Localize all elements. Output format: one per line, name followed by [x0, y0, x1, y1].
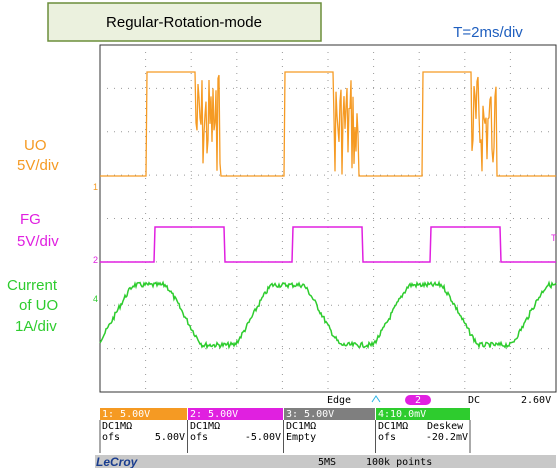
- current-label: of UO: [19, 297, 58, 314]
- trigger-source: 2: [415, 395, 421, 406]
- ch3-coupling: DC1MΩ: [286, 421, 316, 432]
- ch4-marker: 4: [93, 294, 98, 304]
- ch3-scale: 3: 5.00V: [286, 409, 334, 420]
- ch2-marker: 2: [93, 255, 98, 265]
- trigger-level: 2.60V: [521, 395, 551, 406]
- ch4-offset: -20.2mV: [426, 432, 468, 443]
- trigger-coupling: DC: [468, 395, 480, 406]
- timebase: T=2ms/div: [453, 24, 523, 41]
- trigger-marker: T: [551, 233, 557, 243]
- ch2-offset-label: ofs: [190, 432, 208, 443]
- current-label: Current: [7, 277, 58, 294]
- uo-label: UO: [24, 137, 47, 154]
- scope-screenshot: Regular-Rotation-mode T=2ms/div UO 5V/di…: [0, 0, 559, 468]
- sample-rate: 5MS: [318, 457, 336, 468]
- ch1-offset: 5.00V: [155, 432, 185, 443]
- ch2-coupling: DC1MΩ: [190, 421, 220, 432]
- record-length: 100k points: [366, 457, 432, 468]
- ch2-offset: -5.00V: [245, 432, 281, 443]
- brand: LeCroy: [96, 455, 139, 468]
- uo-scale: 5V/div: [17, 157, 59, 174]
- trigger-mode: Edge: [327, 395, 351, 406]
- title: Regular-Rotation-mode: [106, 14, 262, 31]
- fg-label: FG: [20, 211, 41, 228]
- fg-scale: 5V/div: [17, 233, 59, 250]
- ch3-offset-label: Empty: [286, 432, 316, 443]
- ch1-coupling: DC1MΩ: [102, 421, 132, 432]
- current-scale: 1A/div: [15, 318, 57, 335]
- ch1-marker: 1: [93, 182, 98, 192]
- ch1-scale: 1: 5.00V: [102, 409, 150, 420]
- ch4-offset-label: ofs: [378, 432, 396, 443]
- ch1-offset-label: ofs: [102, 432, 120, 443]
- ch4-coupling: DC1MΩ: [378, 421, 408, 432]
- ch4-scale: 4:10.0mV: [378, 409, 426, 420]
- ch4-deskew: Deskew: [427, 421, 464, 432]
- ch2-scale: 2: 5.00V: [190, 409, 238, 420]
